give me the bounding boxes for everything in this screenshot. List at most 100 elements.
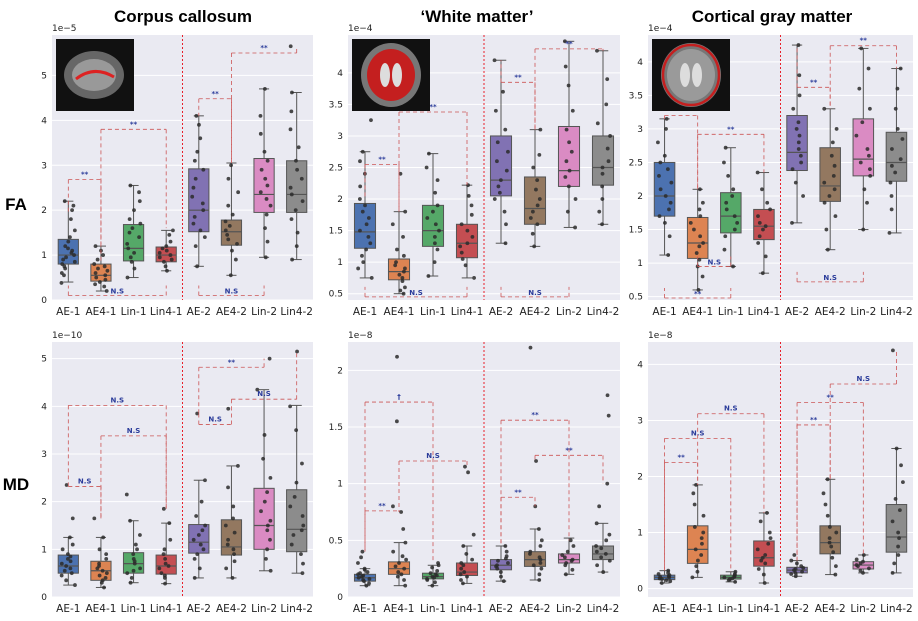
data-point <box>230 212 235 217</box>
ventricle-left <box>380 63 390 87</box>
data-point <box>656 140 660 145</box>
x-tick-label: AE4-1 <box>682 603 713 615</box>
data-point <box>565 549 570 554</box>
data-point <box>471 532 476 537</box>
data-point <box>894 446 899 451</box>
data-point <box>162 573 167 578</box>
comparison-bracket: N.S <box>67 285 167 296</box>
data-point <box>263 255 268 260</box>
data-point <box>701 513 706 518</box>
x-tick-label: AE-2 <box>785 306 809 318</box>
data-point <box>403 285 407 290</box>
data-point <box>890 519 895 524</box>
data-point <box>100 578 105 583</box>
data-point <box>866 66 871 71</box>
data-point <box>732 214 737 219</box>
data-point <box>570 557 575 562</box>
y-tick-label: 2.5 <box>329 164 343 174</box>
data-point <box>161 506 166 511</box>
data-point <box>92 516 97 521</box>
significance-label: ** <box>860 37 868 45</box>
significance-label: ** <box>429 103 437 111</box>
y-tick-label: 4 <box>41 402 47 412</box>
data-point <box>364 222 369 227</box>
data-point <box>233 257 238 262</box>
data-point <box>232 559 237 564</box>
data-point <box>71 203 76 208</box>
data-point <box>191 221 196 226</box>
data-point <box>762 581 767 585</box>
x-tick-label: AE4-1 <box>85 603 116 615</box>
significance-label: ** <box>727 125 735 133</box>
data-point <box>897 536 902 541</box>
y-exponent: 1e−8 <box>348 331 373 341</box>
data-point <box>361 260 366 265</box>
y-tick-label: 0 <box>41 296 47 306</box>
y-tick-label: 3 <box>41 161 47 171</box>
comparison-bracket: ** <box>198 358 265 414</box>
data-point <box>68 559 73 564</box>
comparison-bracket: ** <box>697 125 765 190</box>
box-ae4-1 <box>686 484 709 578</box>
data-point <box>566 83 571 88</box>
data-point <box>460 257 465 261</box>
data-point <box>226 485 230 490</box>
data-point <box>70 516 75 521</box>
data-point <box>798 153 803 158</box>
data-point <box>165 268 169 273</box>
data-point <box>137 190 141 195</box>
data-point <box>289 192 294 197</box>
data-point <box>668 200 673 205</box>
data-point <box>60 262 65 266</box>
data-point <box>463 263 468 268</box>
data-point <box>538 561 543 565</box>
y-tick-label: 3.5 <box>629 91 643 101</box>
data-point <box>167 232 172 237</box>
data-point <box>664 127 668 131</box>
data-point <box>226 237 231 242</box>
data-point <box>197 122 201 127</box>
data-point <box>401 291 406 296</box>
data-point <box>166 564 171 568</box>
data-point <box>100 568 105 573</box>
significance-label: ** <box>565 446 573 454</box>
data-point <box>758 519 763 524</box>
data-point <box>830 555 835 560</box>
data-point <box>793 567 798 571</box>
y-exponent: 1e−8 <box>648 331 673 341</box>
box-iqr <box>253 487 275 550</box>
box-iqr <box>489 135 513 197</box>
x-tick-label: Lin-1 <box>718 306 744 318</box>
data-point <box>791 106 796 111</box>
data-point <box>162 547 167 552</box>
box-ae-1 <box>653 570 676 584</box>
data-point <box>400 279 405 283</box>
data-point <box>827 194 832 198</box>
data-point <box>822 180 827 185</box>
data-point <box>858 568 863 573</box>
box-iqr <box>885 131 908 182</box>
data-point <box>157 255 162 260</box>
data-point <box>164 244 169 249</box>
x-tick-label: AE4-2 <box>815 306 846 318</box>
data-point <box>132 250 136 255</box>
row-label-fa: FA <box>5 195 27 214</box>
comparison-bracket: ** <box>100 120 167 244</box>
y-tick-label: 1 <box>337 480 343 490</box>
brain-mri-inset <box>352 39 430 111</box>
data-point <box>700 200 705 205</box>
significance-label: N.S <box>225 288 239 296</box>
data-point <box>262 149 267 154</box>
data-point <box>800 569 804 574</box>
data-point <box>68 235 72 240</box>
data-point <box>356 266 361 271</box>
data-point <box>594 544 598 548</box>
data-point <box>137 199 142 204</box>
y-exponent: 1e−5 <box>52 24 77 34</box>
data-point <box>435 178 440 183</box>
data-point <box>128 183 133 188</box>
data-point <box>131 552 136 557</box>
y-tick-label: 0 <box>337 593 343 603</box>
data-point <box>70 542 75 547</box>
data-point <box>723 145 728 150</box>
